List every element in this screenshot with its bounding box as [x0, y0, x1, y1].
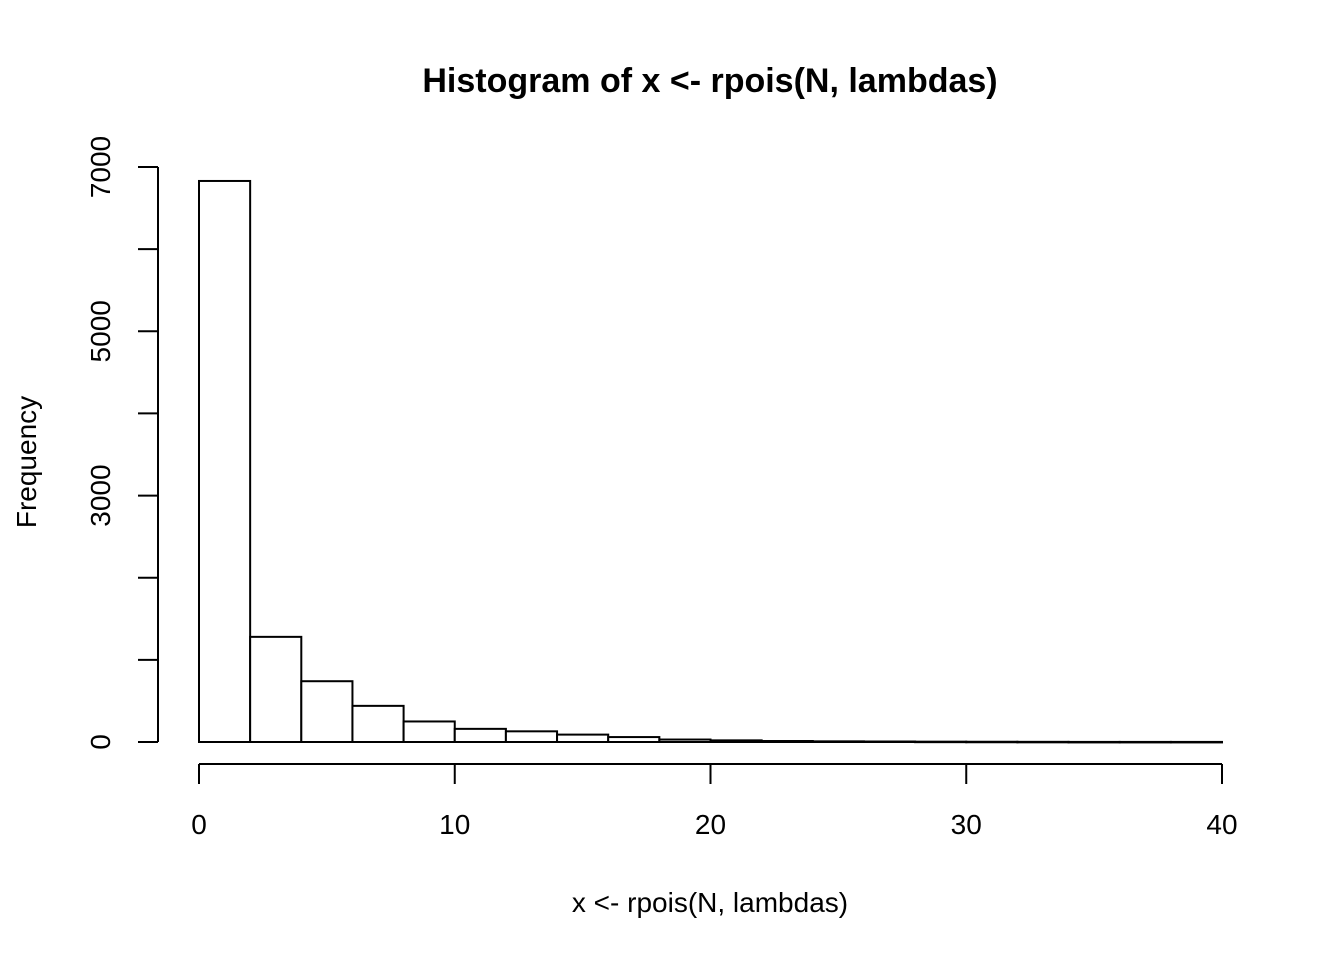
y-tick-label: 0: [85, 734, 116, 750]
x-axis-label: x <- rpois(N, lambdas): [572, 887, 848, 918]
histogram-bar: [402, 720, 456, 744]
histogram-bar: [1067, 740, 1121, 744]
histogram-bar: [300, 680, 354, 744]
x-tick-label: 10: [439, 809, 470, 840]
histogram-bar: [249, 635, 303, 743]
histogram-bar: [914, 740, 968, 744]
histogram-bar: [862, 740, 917, 744]
x-tick-label: 0: [191, 809, 207, 840]
histogram-bar: [607, 736, 661, 743]
y-axis-label: Frequency: [11, 396, 42, 528]
histogram-bar: [965, 740, 1019, 744]
x-tick-label: 20: [695, 809, 726, 840]
y-tick-label: 3000: [85, 464, 116, 526]
histogram-bar: [198, 179, 252, 743]
histogram-bars: [198, 179, 1223, 744]
chart-title: Histogram of x <- rpois(N, lambdas): [422, 62, 997, 100]
histogram-bar: [351, 704, 405, 743]
histogram-bar: [658, 738, 712, 743]
histogram-bar: [1016, 740, 1070, 744]
histogram-bar: [556, 733, 610, 743]
y-tick-label: 7000: [85, 136, 116, 198]
x-tick-label: 40: [1206, 809, 1237, 840]
histogram-bar: [1118, 740, 1172, 744]
x-tick-label: 30: [951, 809, 982, 840]
histogram-bar: [760, 740, 814, 743]
x-axis: 0 10 20 30 40: [191, 763, 1238, 840]
y-axis: 0 3000 5000 7000: [85, 136, 159, 750]
histogram-bar: [811, 740, 865, 743]
histogram-bar: [453, 727, 507, 743]
histogram-bar: [1169, 740, 1223, 744]
histogram-bar: [709, 739, 763, 743]
histogram-bar: [504, 730, 559, 743]
y-tick-label: 5000: [85, 300, 116, 362]
